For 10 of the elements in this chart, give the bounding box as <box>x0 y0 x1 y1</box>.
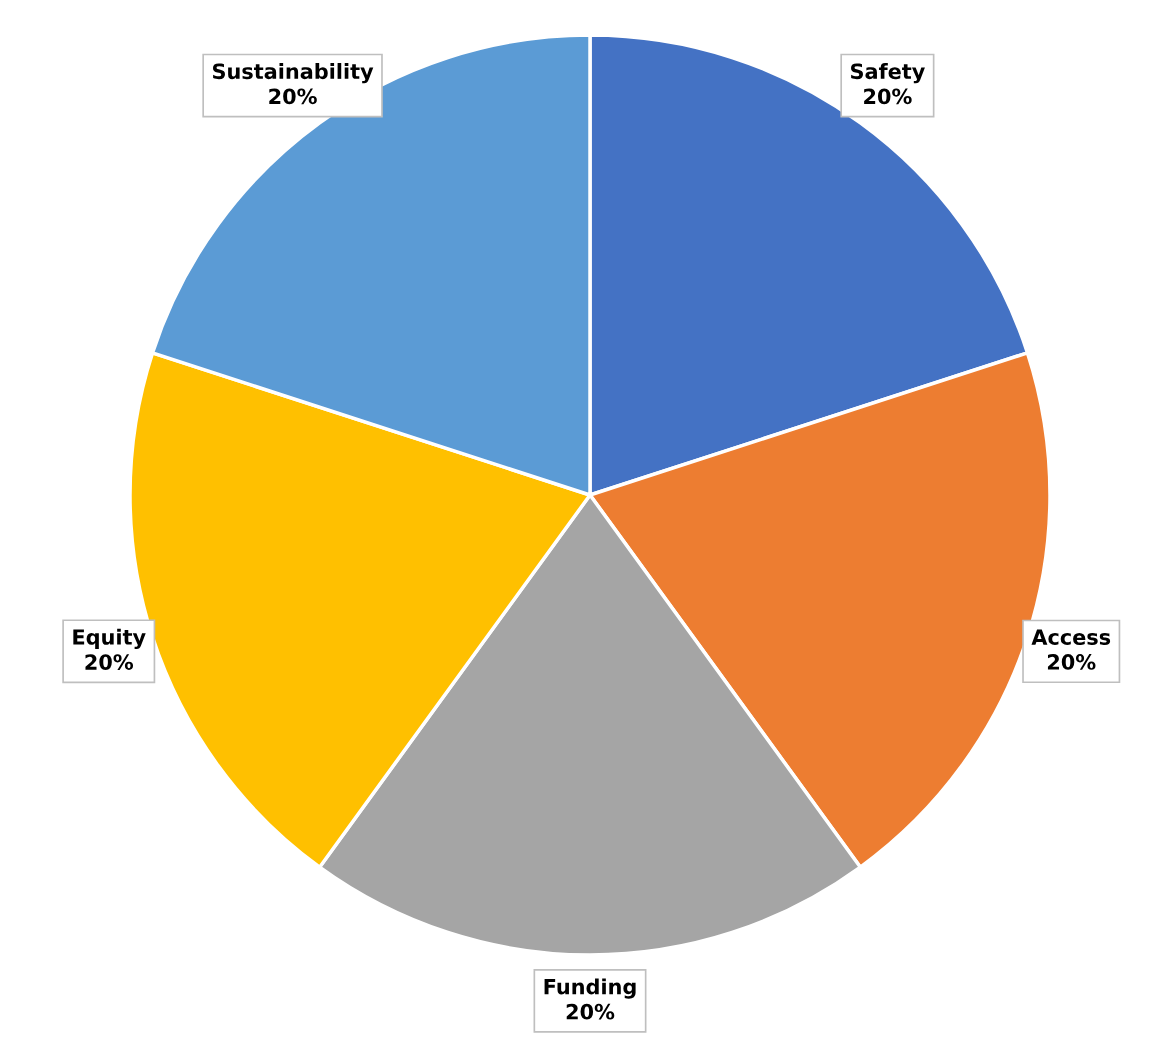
slice-label: Funding <box>544 978 636 999</box>
data-label: 20% <box>269 88 317 105</box>
data-label: 20% <box>1047 654 1096 670</box>
slice-label: Equity <box>73 628 146 650</box>
data-label: 20% <box>864 88 912 105</box>
data-label: 20% <box>566 1003 615 1020</box>
slice-label: Sustainability <box>213 63 374 84</box>
slice-label: Access <box>1031 629 1111 645</box>
data-label: 20% <box>85 654 134 670</box>
slice-label: Safety <box>851 63 925 84</box>
